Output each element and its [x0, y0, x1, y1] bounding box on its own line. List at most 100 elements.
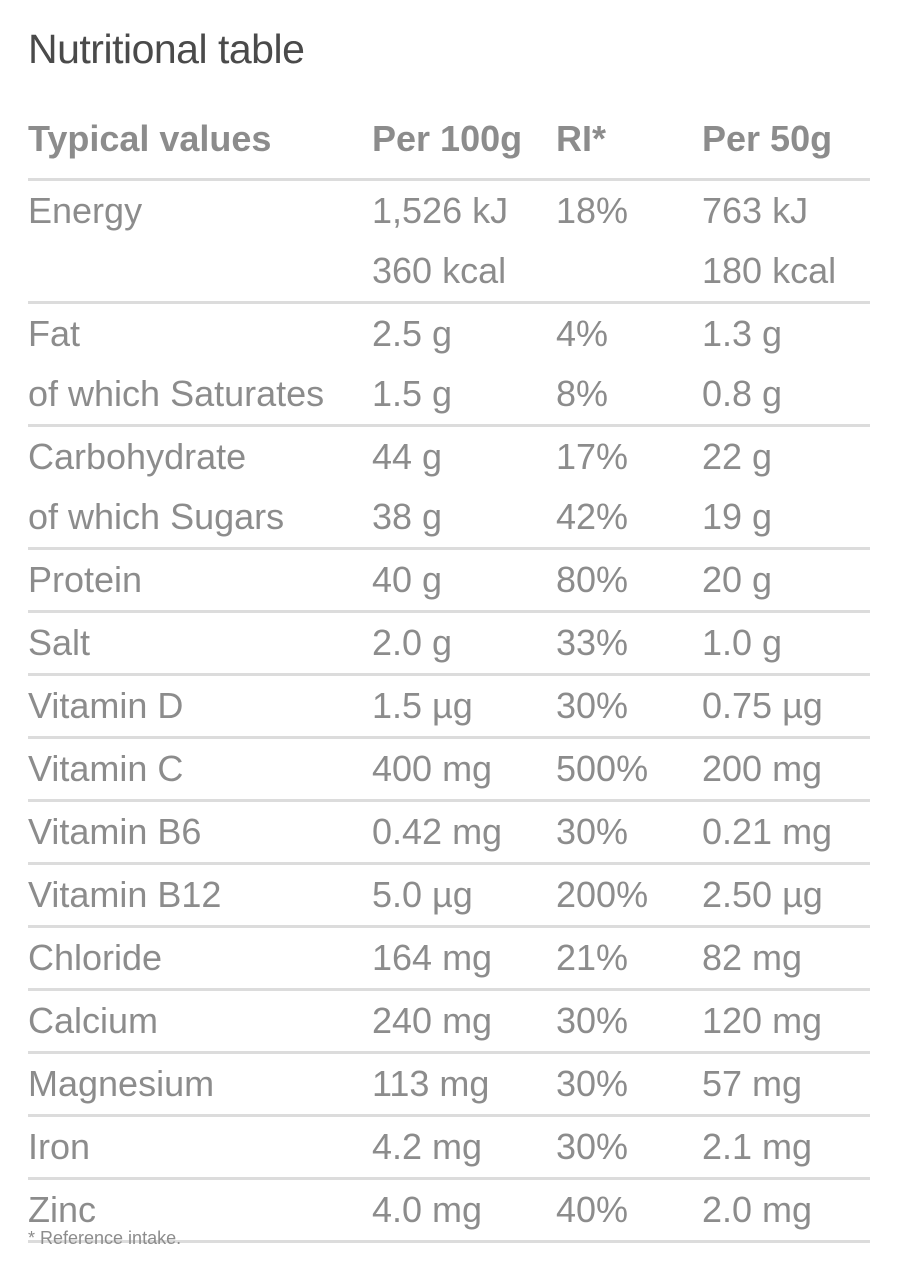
- table-row-line: Vitamin B12 5.0 µg 200% 2.50 µg: [28, 865, 870, 925]
- table-row-line: Zinc 4.0 mg 40% 2.0 mg: [28, 1180, 870, 1240]
- per-100g-value: 0.42 mg: [372, 811, 503, 852]
- header-per-50g: Per 50g: [702, 118, 833, 159]
- table-row-line: Vitamin D 1.5 µg 30% 0.75 µg: [28, 676, 870, 736]
- nutrient-name: Protein: [28, 559, 143, 600]
- ri-value: 200%: [556, 874, 649, 915]
- per-100g-value: 360 kcal: [372, 250, 507, 291]
- per-50g-value: 2.50 µg: [702, 874, 823, 915]
- nutrient-name: Magnesium: [28, 1063, 215, 1104]
- table-row-line: 360 kcal 180 kcal: [28, 241, 870, 301]
- ri-value: 30%: [556, 1126, 629, 1167]
- table-row: Iron 4.2 mg 30% 2.1 mg: [28, 1117, 870, 1180]
- per-100g-value: 113 mg: [372, 1063, 490, 1104]
- table-row-line: Fat 2.5 g 4% 1.3 g: [28, 304, 870, 364]
- table-row-line: Energy 1,526 kJ 18% 763 kJ: [28, 181, 870, 241]
- ri-value: 500%: [556, 748, 649, 789]
- per-100g-value: 4.2 mg: [372, 1126, 483, 1167]
- ri-value: 33%: [556, 622, 629, 663]
- per-50g-value: 1.0 g: [702, 622, 783, 663]
- ri-value: 40%: [556, 1189, 629, 1230]
- table-row: Energy 1,526 kJ 18% 763 kJ 360 kcal 180 kcal: [28, 181, 870, 304]
- table-row-line: of which Sugars 38 g 42% 19 g: [28, 487, 870, 547]
- nutrient-name: Salt: [28, 622, 91, 663]
- table-row: Fat 2.5 g 4% 1.3 g of which Saturates 1.5 g 8%…: [28, 304, 870, 427]
- nutrient-name: Vitamin D: [28, 685, 184, 726]
- table-row-line: Iron 4.2 mg 30% 2.1 mg: [28, 1117, 870, 1177]
- per-50g-value: 22 g: [702, 436, 773, 477]
- per-50g-value: 57 mg: [702, 1063, 803, 1104]
- per-50g-value: 2.1 mg: [702, 1126, 813, 1167]
- per-100g-value: 1.5 µg: [372, 685, 473, 726]
- ri-value: 21%: [556, 937, 629, 978]
- per-100g-value: 5.0 µg: [372, 874, 473, 915]
- ri-value: 30%: [556, 685, 629, 726]
- table-row: Vitamin B6 0.42 mg 30% 0.21 mg: [28, 802, 870, 865]
- table-row: Zinc 4.0 mg 40% 2.0 mg: [28, 1180, 870, 1243]
- header-ri: RI*: [556, 118, 607, 159]
- per-50g-value: 180 kcal: [702, 250, 837, 291]
- table-row: Calcium 240 mg 30% 120 mg: [28, 991, 870, 1054]
- per-50g-value: 2.0 mg: [702, 1189, 813, 1230]
- nutrient-name: Carbohydrate: [28, 436, 247, 477]
- nutrient-name: Vitamin B6: [28, 811, 202, 852]
- table-row: Magnesium 113 mg 30% 57 mg: [28, 1054, 870, 1117]
- nutrient-name: Fat: [28, 313, 81, 354]
- nutrient-name: Chloride: [28, 937, 163, 978]
- nutrient-name: Calcium: [28, 1000, 159, 1041]
- table-row-line: Carbohydrate 44 g 17% 22 g: [28, 427, 870, 487]
- table-row-line: Salt 2.0 g 33% 1.0 g: [28, 613, 870, 673]
- per-50g-value: 20 g: [702, 559, 773, 600]
- per-100g-value: 2.0 g: [372, 622, 453, 663]
- header-per-100g: Per 100g: [372, 118, 523, 159]
- per-100g-value: 2.5 g: [372, 313, 453, 354]
- table-row: Vitamin C 400 mg 500% 200 mg: [28, 739, 870, 802]
- table-row-line: Chloride 164 mg 21% 82 mg: [28, 928, 870, 988]
- nutrient-name: Iron: [28, 1126, 91, 1167]
- table-row-line: Vitamin C 400 mg 500% 200 mg: [28, 739, 870, 799]
- nutrient-name: of which Saturates: [28, 373, 325, 414]
- nutrition-table: Typical values Per 100g RI* Per 50g Ener…: [28, 100, 870, 1243]
- table-row-line: Vitamin B6 0.42 mg 30% 0.21 mg: [28, 802, 870, 862]
- table-body: Energy 1,526 kJ 18% 763 kJ 360 kcal 180 kcal F…: [28, 181, 870, 1243]
- table-row: Vitamin D 1.5 µg 30% 0.75 µg: [28, 676, 870, 739]
- page-title: Nutritional table: [28, 26, 305, 72]
- ri-value: 18%: [556, 190, 629, 231]
- nutrient-name: of which Sugars: [28, 496, 285, 537]
- per-100g-value: 1,526 kJ: [372, 190, 509, 231]
- table-row-line: Magnesium 113 mg 30% 57 mg: [28, 1054, 870, 1114]
- ri-value: 42%: [556, 496, 629, 537]
- nutrient-name: Zinc: [28, 1189, 97, 1230]
- per-50g-value: 0.75 µg: [702, 685, 823, 726]
- ri-value: 8%: [556, 373, 609, 414]
- table-row-line: Calcium 240 mg 30% 120 mg: [28, 991, 870, 1051]
- header-typical-values: Typical values: [28, 118, 272, 159]
- per-100g-value: 240 mg: [372, 1000, 493, 1041]
- per-100g-value: 4.0 mg: [372, 1189, 483, 1230]
- per-50g-value: 120 mg: [702, 1000, 823, 1041]
- ri-value: [556, 241, 702, 301]
- nutrient-name: [28, 241, 372, 301]
- table-row: Protein 40 g 80% 20 g: [28, 550, 870, 613]
- per-50g-value: 763 kJ: [702, 190, 809, 231]
- table-row: Vitamin B12 5.0 µg 200% 2.50 µg: [28, 865, 870, 928]
- ri-value: 30%: [556, 1000, 629, 1041]
- table-row-line: of which Saturates 1.5 g 8% 0.8 g: [28, 364, 870, 424]
- table-header: Typical values Per 100g RI* Per 50g: [28, 100, 870, 181]
- per-50g-value: 0.21 mg: [702, 811, 833, 852]
- per-100g-value: 40 g: [372, 559, 443, 600]
- nutrient-name: Vitamin C: [28, 748, 184, 789]
- per-100g-value: 44 g: [372, 436, 443, 477]
- per-50g-value: 19 g: [702, 496, 773, 537]
- table-row: Salt 2.0 g 33% 1.0 g: [28, 613, 870, 676]
- per-100g-value: 38 g: [372, 496, 443, 537]
- ri-value: 17%: [556, 436, 629, 477]
- per-100g-value: 1.5 g: [372, 373, 453, 414]
- table-row: Chloride 164 mg 21% 82 mg: [28, 928, 870, 991]
- footnote: * Reference intake.: [28, 1228, 182, 1248]
- ri-value: 4%: [556, 313, 609, 354]
- per-100g-value: 400 mg: [372, 748, 493, 789]
- per-50g-value: 82 mg: [702, 937, 803, 978]
- nutrient-name: Vitamin B12: [28, 874, 222, 915]
- per-100g-value: 164 mg: [372, 937, 493, 978]
- ri-value: 30%: [556, 1063, 629, 1104]
